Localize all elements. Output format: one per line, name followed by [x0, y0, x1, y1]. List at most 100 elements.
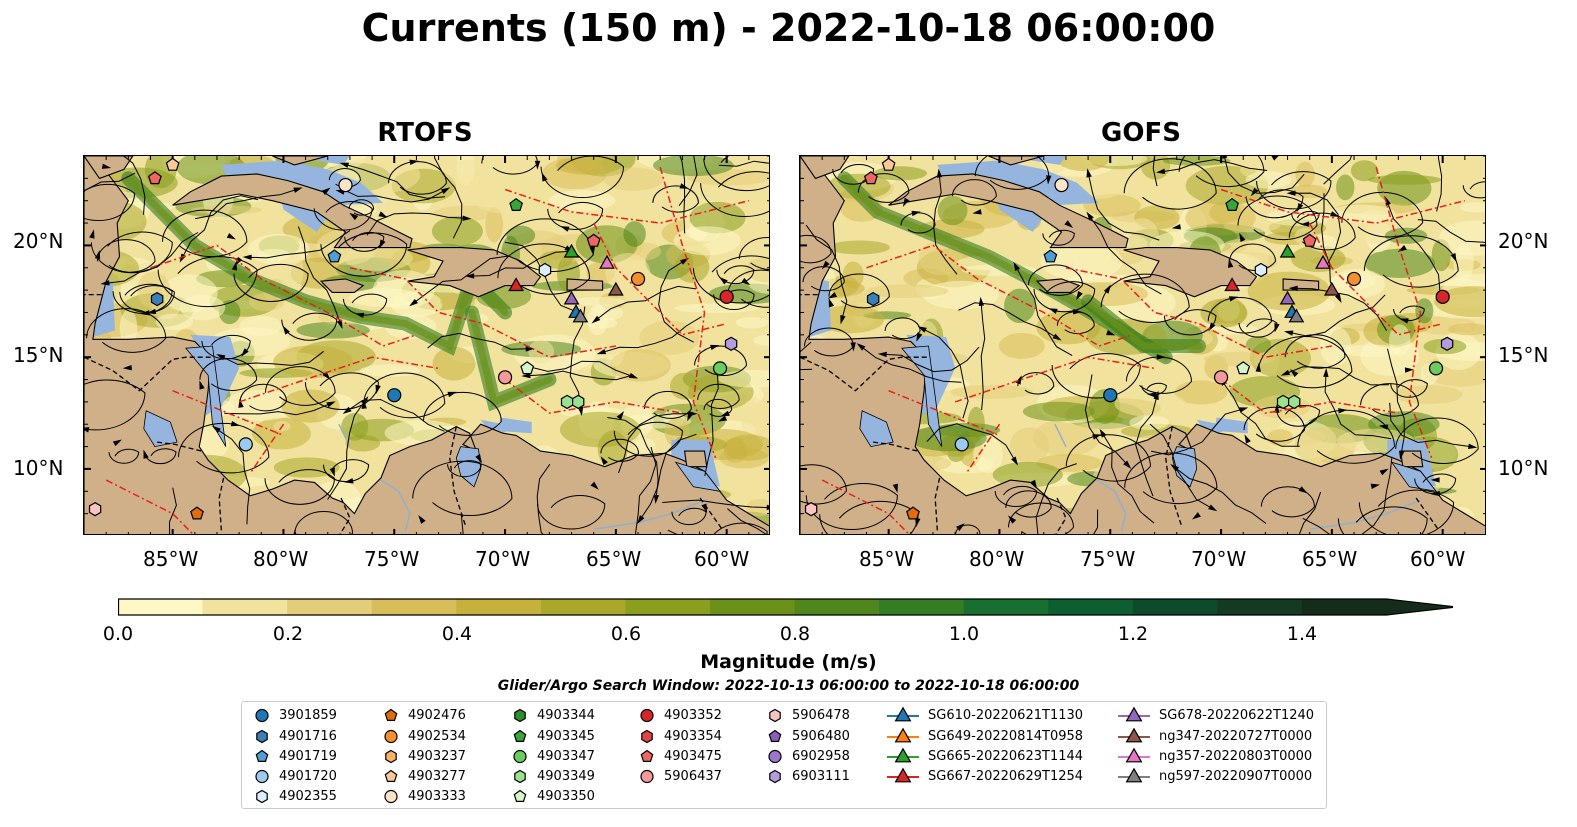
- legend-item: 4903350: [511, 786, 595, 806]
- lat-label-15n-left: 15°N: [13, 343, 64, 367]
- platform-marker-4902534: [630, 271, 646, 287]
- platform-marker-4901716: [866, 291, 880, 307]
- colorbar-segment: [1302, 599, 1388, 615]
- legend-marker: [641, 729, 653, 744]
- legend-label: ng597-20220907T0000: [1159, 768, 1313, 784]
- legend-item: 3901859: [253, 705, 337, 725]
- legend-item: 4903344: [511, 705, 595, 725]
- platform-marker-4902534: [1346, 271, 1362, 287]
- lon-label-80w: 80°W: [253, 547, 309, 571]
- legend-label: 4903352: [664, 707, 722, 723]
- platform-marker-4903475: [1302, 233, 1317, 247]
- legend-marker-shape: [384, 789, 398, 804]
- platform-marker-SG678-20220622T1240: [563, 290, 580, 305]
- colorbar-segment: [202, 599, 288, 615]
- legend-label: ng347-20220727T0000: [1159, 728, 1313, 744]
- legend-marker-shape: [255, 708, 269, 723]
- platform-marker-4902355: [1254, 262, 1268, 278]
- platform-marker-3901859: [1103, 388, 1118, 403]
- legend-marker: [887, 706, 919, 722]
- axis-ticks: [800, 156, 1485, 534]
- legend-label: 4903344: [537, 707, 595, 723]
- legend-label: 4903345: [537, 728, 595, 744]
- legend-marker: [768, 749, 782, 764]
- platform-marker-4903352: [719, 289, 734, 304]
- legend-item: 4903333: [382, 786, 466, 806]
- platform-markers: [88, 157, 738, 520]
- legend-label: SG678-20220622T1240: [1159, 707, 1315, 723]
- lon-label-80w: 80°W: [969, 547, 1025, 571]
- legend-marker: [255, 708, 269, 723]
- legend-marker-shape: [769, 708, 781, 723]
- platform-marker-4903345: [1225, 197, 1240, 211]
- rtofs-map: [83, 155, 770, 535]
- colorbar-tick-6: 1.2: [1117, 623, 1149, 645]
- platform-marker-5906478: [804, 502, 818, 517]
- legend-item: SG678-20220622T1240: [1117, 705, 1314, 725]
- legend-item: 5906480: [766, 726, 850, 746]
- platform-marker-3901859: [387, 388, 402, 403]
- legend-item: 4903475: [638, 746, 722, 766]
- legend-marker: [887, 747, 919, 763]
- colorbar-tick-4: 0.8: [779, 623, 811, 645]
- legend-item: 4902476: [382, 705, 466, 725]
- platform-marker-4901720: [238, 437, 253, 452]
- platform-marker-4901720: [954, 437, 969, 452]
- legend-label: 3901859: [279, 707, 337, 723]
- streamlines: [84, 156, 769, 534]
- legend-marker: [887, 767, 919, 783]
- platform-marker-4903277: [881, 157, 896, 171]
- legend-marker-shape: [894, 767, 912, 783]
- legend-marker: [513, 729, 527, 742]
- search-window-text: Glider/Argo Search Window: 2022-10-13 06…: [497, 678, 1080, 694]
- platform-marker-SG667-20220629T1254: [1224, 277, 1241, 292]
- legend-label: SG649-20220814T0958: [928, 728, 1084, 744]
- legend-label: 4902476: [408, 707, 466, 723]
- legend-marker-shape: [384, 708, 398, 721]
- legend-marker: [384, 789, 398, 804]
- legend-item: 4901720: [253, 766, 337, 786]
- colorbar-segment: [794, 599, 880, 615]
- legend-item: 4902355: [253, 786, 337, 806]
- legend-item: 4903345: [511, 726, 595, 746]
- legend-marker-shape: [1125, 706, 1143, 722]
- platform-markers: [804, 157, 1454, 520]
- lat-label-10n-right: 10°N: [1498, 456, 1549, 480]
- platform-marker-4903349: [572, 394, 585, 410]
- platform-marker-4903352: [1435, 289, 1450, 304]
- legend-marker: [887, 727, 919, 743]
- legend-marker-shape: [1125, 767, 1143, 783]
- platform-marker-ng357-20220803T0000: [1315, 254, 1331, 269]
- lat-label-15n-right: 15°N: [1498, 343, 1549, 367]
- legend-label: 4902355: [279, 788, 337, 804]
- platform-marker-ng347-20220727T0000: [1323, 281, 1340, 296]
- platform-marker-4903345: [509, 197, 524, 211]
- legend-item: ng347-20220727T0000: [1117, 726, 1312, 746]
- streamlines: [800, 156, 1485, 534]
- legend-marker: [1118, 727, 1150, 743]
- legend-item: 4903347: [511, 746, 595, 766]
- legend-label: 4901716: [279, 728, 337, 744]
- platform-marker-4903349: [1276, 394, 1290, 410]
- eez-boundaries: [821, 166, 1465, 534]
- colorbar-tick-0: 0.0: [102, 623, 134, 645]
- lon-label-75w: 75°W: [1080, 547, 1136, 571]
- colorbar-segment: [118, 599, 204, 615]
- lat-label-20n-left: 20°N: [13, 229, 64, 253]
- legend-label: 4902534: [408, 728, 466, 744]
- legend-label: 4903333: [408, 788, 466, 804]
- legend-marker: [1118, 747, 1150, 763]
- platform-marker-4902476: [906, 506, 920, 520]
- colorbar-segment: [456, 599, 542, 615]
- legend-item: 4901716: [253, 726, 337, 746]
- platform-marker-4903350: [520, 361, 535, 375]
- lon-label-85w: 85°W: [143, 547, 199, 571]
- platform-marker-6903111: [1440, 336, 1454, 351]
- platform-marker-4903349: [560, 394, 574, 410]
- legend-marker: [769, 708, 781, 723]
- legend-marker-shape: [640, 769, 654, 784]
- legend-item: SG665-20220623T1144: [886, 746, 1083, 766]
- legend-label: 4903354: [664, 728, 722, 744]
- legend-marker-shape: [768, 729, 782, 742]
- platform-marker-4903349: [1288, 394, 1301, 410]
